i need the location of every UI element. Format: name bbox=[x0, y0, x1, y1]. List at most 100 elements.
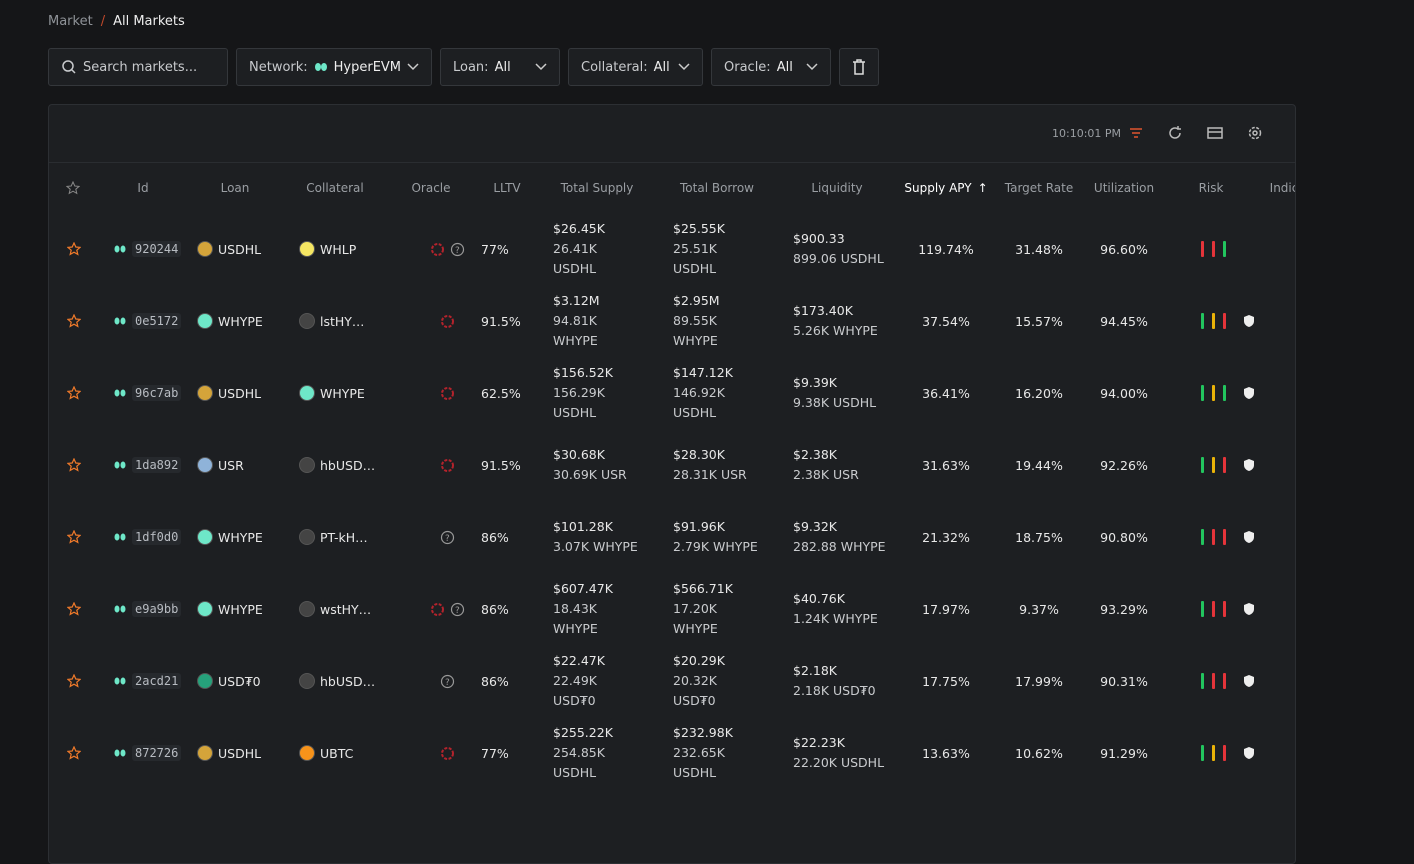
target: 16.20% bbox=[1015, 385, 1063, 401]
liquidity-native: 1.24K WHYPE bbox=[793, 611, 878, 626]
cell: $2.95M 89.55K WHYPE bbox=[673, 291, 793, 351]
liquidity-usd: $2.18K bbox=[793, 663, 837, 678]
risk-bar bbox=[1201, 529, 1204, 545]
search-placeholder: Search markets... bbox=[83, 59, 198, 75]
shield-icon bbox=[1244, 531, 1254, 543]
q: ? bbox=[455, 606, 460, 616]
column-header[interactable]: Collateral bbox=[306, 181, 364, 195]
supply-usd: $3.12M bbox=[553, 293, 600, 308]
favorite-star[interactable] bbox=[67, 530, 81, 544]
risk-bar bbox=[1223, 673, 1226, 689]
column-header[interactable]: Target Rate bbox=[1004, 181, 1074, 195]
favorite-star[interactable] bbox=[67, 458, 81, 472]
target: 9.37% bbox=[1019, 601, 1059, 617]
market-id[interactable]: 0e5172 bbox=[132, 313, 182, 329]
column-header[interactable]: Loan bbox=[220, 181, 250, 195]
oracle-icon: ? bbox=[450, 242, 464, 256]
oracle-icon bbox=[440, 314, 454, 328]
oracle-filter[interactable]: Oracle: All bbox=[711, 48, 831, 86]
cell: $900.33 899.06 USDHL bbox=[793, 229, 905, 269]
oracle-red bbox=[440, 746, 454, 760]
token-icon bbox=[197, 313, 213, 329]
column-header[interactable]: Oracle bbox=[411, 181, 451, 195]
risk-bar bbox=[1223, 457, 1226, 473]
market-id[interactable]: 1df0d0 bbox=[132, 529, 182, 545]
risk-bar bbox=[1223, 529, 1226, 545]
shield bbox=[1244, 459, 1254, 471]
cell bbox=[1243, 674, 1295, 688]
market-row[interactable]: 872726 USDHL UBTC 77% $255.22K 254.85K USDHL $… bbox=[49, 717, 1295, 789]
column-header[interactable]: Id bbox=[137, 181, 149, 195]
loan-token: USDHL bbox=[218, 241, 262, 257]
favorite-star[interactable] bbox=[67, 314, 81, 328]
icon-part bbox=[114, 461, 120, 469]
favorite-star[interactable] bbox=[67, 746, 81, 760]
token-icon bbox=[197, 745, 213, 761]
cell: $255.22K 254.85K USDHL bbox=[553, 723, 673, 783]
filter-icon[interactable] bbox=[1129, 127, 1143, 139]
column-header[interactable]: Total Supply bbox=[560, 181, 634, 195]
token-icon bbox=[299, 673, 315, 689]
apy: 36.41% bbox=[922, 385, 970, 401]
collateral-filter[interactable]: Collateral: All bbox=[568, 48, 703, 86]
column-header[interactable]: Indic bbox=[1269, 181, 1296, 195]
market-row[interactable]: 0e5172 WHYPE lstHY… 91.5% $3.12M 94.81K WHYPE… bbox=[49, 285, 1295, 357]
supply-native: 26.41K USDHL bbox=[553, 241, 597, 276]
column-header[interactable]: LLTV bbox=[493, 181, 521, 195]
cell bbox=[49, 314, 113, 328]
market-id[interactable]: 1da892 bbox=[132, 457, 182, 473]
icon-part bbox=[120, 461, 126, 469]
market-row[interactable]: e9a9bb WHYPE wstHY…? 86% $607.47K 18.43K WHYP… bbox=[49, 573, 1295, 645]
market-id[interactable]: 96c7ab bbox=[132, 385, 182, 401]
market-row[interactable]: 2acd21 USD₮0 hbUSD…? 86% $22.47K 22.49K USD₮0… bbox=[49, 645, 1295, 717]
cell: $566.71K 17.20K WHYPE bbox=[673, 579, 793, 639]
risk-bar bbox=[1201, 457, 1204, 473]
favorite-star[interactable] bbox=[67, 386, 81, 400]
oracle-red bbox=[430, 242, 444, 256]
market-id[interactable]: 920244 bbox=[132, 241, 182, 257]
loan-token: WHYPE bbox=[218, 313, 263, 329]
shield-icon bbox=[1244, 459, 1254, 471]
cell: 96c7ab bbox=[113, 385, 197, 401]
column-header[interactable]: Risk bbox=[1198, 181, 1224, 195]
cell: 77% bbox=[481, 746, 553, 761]
risk-bar bbox=[1201, 313, 1204, 329]
market-row[interactable]: 1df0d0 WHYPE PT-kH…? 86% $101.28K 3.07K WHYPE… bbox=[49, 501, 1295, 573]
cell bbox=[1243, 386, 1295, 400]
network-filter[interactable]: Network: HyperEVM bbox=[236, 48, 432, 86]
market-id[interactable]: 872726 bbox=[132, 745, 182, 761]
column-header[interactable]: Total Borrow bbox=[680, 181, 754, 195]
borrow-usd: $20.29K bbox=[673, 653, 725, 668]
filter-label: Loan: bbox=[453, 59, 489, 75]
column-header[interactable]: Utilization bbox=[1093, 181, 1155, 195]
collateral-token: hbUSD… bbox=[320, 673, 376, 689]
oracle-icon: ? bbox=[440, 530, 454, 544]
risk-bar bbox=[1223, 745, 1226, 761]
favorite-star[interactable] bbox=[67, 602, 81, 616]
loan-filter[interactable]: Loan: All bbox=[440, 48, 560, 86]
shield-icon bbox=[1244, 387, 1254, 399]
lltv: 77% bbox=[481, 745, 509, 761]
layout-icon[interactable] bbox=[1207, 126, 1223, 140]
column-header[interactable]: Supply APY ↑ bbox=[904, 181, 988, 195]
borrow-stack: $91.96K 2.79K WHYPE bbox=[673, 517, 758, 557]
search-box[interactable]: Search markets... bbox=[48, 48, 228, 86]
column-header[interactable]: Liquidity bbox=[811, 181, 863, 195]
market-row[interactable]: 1da892 USR hbUSD… 91.5% $30.68K 30.69K USR $28… bbox=[49, 429, 1295, 501]
market-row[interactable]: 96c7ab USDHL WHYPE 62.5% $156.52K 156.29K USD… bbox=[49, 357, 1295, 429]
market-id[interactable]: e9a9bb bbox=[132, 601, 182, 617]
star-header[interactable] bbox=[66, 181, 80, 195]
oracle-unknown bbox=[450, 242, 464, 256]
favorite-star[interactable] bbox=[67, 242, 81, 256]
crumb-link[interactable]: Market bbox=[48, 14, 93, 29]
supply-stack: $3.12M 94.81K WHYPE bbox=[553, 291, 639, 351]
clear-button[interactable] bbox=[839, 48, 879, 86]
cell: 96.60% bbox=[1091, 242, 1157, 257]
settings-icon[interactable] bbox=[1247, 125, 1263, 141]
borrow-native: 28.31K USR bbox=[673, 467, 747, 482]
favorite-star[interactable] bbox=[67, 674, 81, 688]
market-row[interactable]: 920244 USDHL WHLP? 77% $26.45K 26.41K USDHL $2… bbox=[49, 213, 1295, 285]
market-id[interactable]: 2acd21 bbox=[132, 673, 182, 689]
refresh-icon[interactable] bbox=[1167, 125, 1183, 141]
cell: 94.45% bbox=[1091, 314, 1157, 329]
